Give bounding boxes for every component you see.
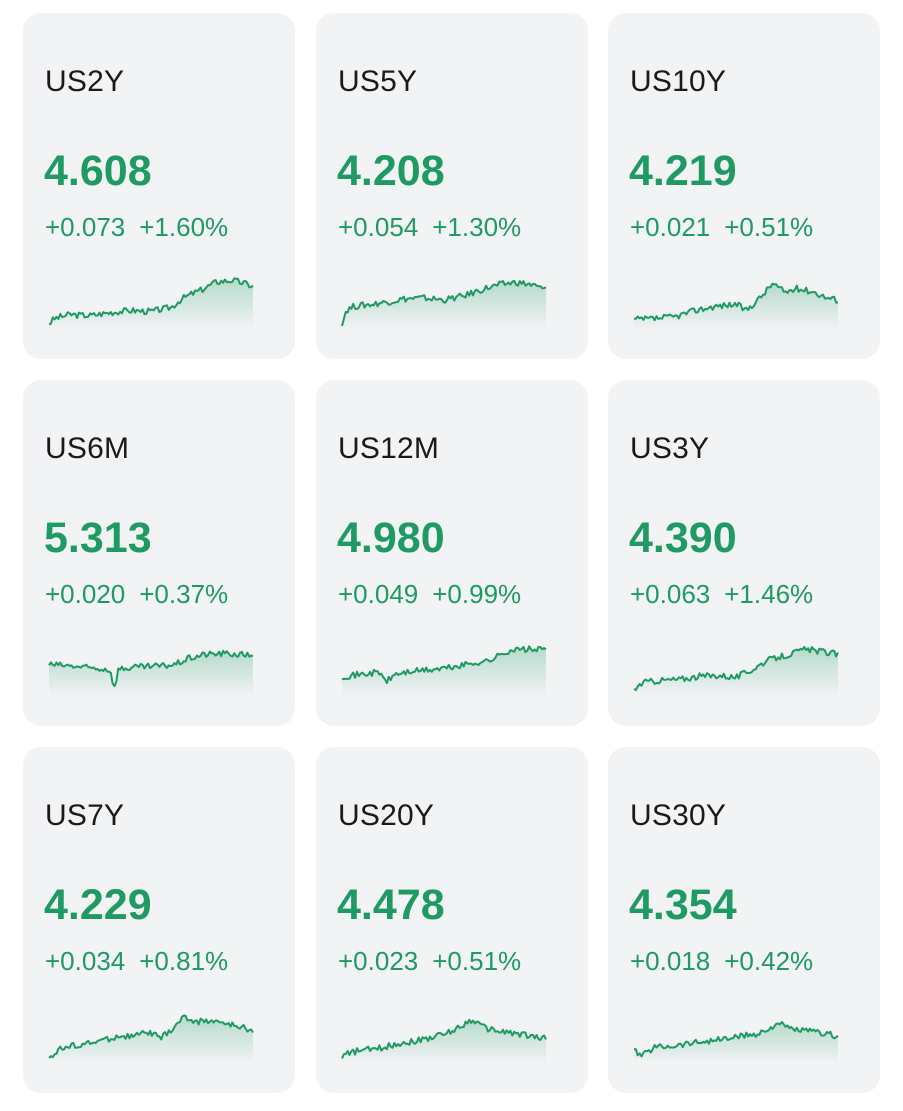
sparkline-area — [634, 1022, 838, 1064]
card-price: 4.390 — [629, 514, 737, 562]
sparkline-chart — [341, 645, 547, 697]
card-change: +0.073 — [45, 212, 126, 242]
yield-card-us30y[interactable]: US30Y 4.354 +0.018 +0.42% — [608, 747, 880, 1093]
yield-card-us5y[interactable]: US5Y 4.208 +0.054 +1.30% — [316, 13, 588, 359]
card-change: +0.021 — [630, 212, 711, 242]
sparkline-area — [49, 650, 253, 697]
card-symbol: US12M — [338, 432, 440, 465]
card-price: 4.478 — [337, 881, 445, 929]
yield-card-us20y[interactable]: US20Y 4.478 +0.023 +0.51% — [316, 747, 588, 1093]
sparkline-chart — [341, 279, 547, 330]
yield-card-us12m[interactable]: US12M 4.980 +0.049 +0.99% — [316, 380, 588, 726]
card-change: +0.034 — [45, 946, 126, 976]
sparkline-area — [49, 278, 253, 330]
card-change-percent: +0.42% — [724, 946, 814, 976]
sparkline-chart — [633, 645, 839, 697]
card-symbol: US10Y — [630, 65, 727, 98]
card-change-percent: +0.51% — [724, 212, 814, 242]
card-change: +0.063 — [630, 579, 711, 609]
sparkline-chart — [633, 282, 839, 330]
card-symbol: US20Y — [338, 799, 435, 832]
card-change-row: +0.073 +1.60% — [45, 212, 228, 243]
yield-card-us2y[interactable]: US2Y 4.608 +0.073 +1.60% — [23, 13, 295, 359]
card-price: 4.608 — [44, 147, 152, 195]
sparkline-area — [49, 1015, 253, 1064]
card-change-row: +0.049 +0.99% — [338, 579, 521, 610]
card-change-row: +0.023 +0.51% — [338, 946, 521, 977]
sparkline-area — [634, 646, 838, 697]
card-price: 4.208 — [337, 147, 445, 195]
sparkline-chart — [341, 1018, 547, 1064]
sparkline-line — [341, 1018, 547, 1059]
sparkline-chart — [48, 1014, 254, 1064]
sparkline-line — [48, 277, 254, 326]
card-symbol: US3Y — [630, 432, 710, 465]
card-change-row: +0.018 +0.42% — [630, 946, 813, 977]
card-change-row: +0.020 +0.37% — [45, 579, 228, 610]
card-change-percent: +0.99% — [432, 579, 522, 609]
card-symbol: US30Y — [630, 799, 727, 832]
card-change-percent: +0.81% — [139, 946, 229, 976]
card-symbol: US6M — [45, 432, 130, 465]
card-price: 4.229 — [44, 881, 152, 929]
yield-card-us3y[interactable]: US3Y 4.390 +0.063 +1.46% — [608, 380, 880, 726]
card-change-row: +0.021 +0.51% — [630, 212, 813, 243]
card-price: 4.354 — [629, 881, 737, 929]
card-change-percent: +0.37% — [139, 579, 229, 609]
sparkline-line — [341, 645, 547, 685]
sparkline-area — [634, 283, 838, 330]
card-change-percent: +1.60% — [139, 212, 229, 242]
card-change-percent: +0.51% — [432, 946, 522, 976]
card-change: +0.018 — [630, 946, 711, 976]
yield-card-us6m[interactable]: US6M 5.313 +0.020 +0.37% — [23, 380, 295, 726]
sparkline-line — [48, 649, 254, 688]
card-change: +0.054 — [338, 212, 419, 242]
card-price: 5.313 — [44, 514, 152, 562]
sparkline-line — [48, 1014, 254, 1059]
sparkline-line — [633, 645, 839, 691]
card-change-percent: +1.46% — [724, 579, 814, 609]
card-symbol: US7Y — [45, 799, 125, 832]
sparkline-chart — [633, 1021, 839, 1064]
yield-card-us10y[interactable]: US10Y 4.219 +0.021 +0.51% — [608, 13, 880, 359]
card-change-row: +0.063 +1.46% — [630, 579, 813, 610]
sparkline-line — [633, 282, 839, 322]
sparkline-chart — [48, 277, 254, 330]
card-symbol: US5Y — [338, 65, 418, 98]
card-price: 4.219 — [629, 147, 737, 195]
sparkline-chart — [48, 649, 254, 697]
sparkline-area — [342, 280, 546, 330]
card-change-row: +0.054 +1.30% — [338, 212, 521, 243]
yield-card-us7y[interactable]: US7Y 4.229 +0.034 +0.81% — [23, 747, 295, 1093]
card-change: +0.020 — [45, 579, 126, 609]
sparkline-area — [342, 1019, 546, 1064]
card-change: +0.049 — [338, 579, 419, 609]
card-change-row: +0.034 +0.81% — [45, 946, 228, 977]
card-symbol: US2Y — [45, 65, 125, 98]
card-change-percent: +1.30% — [432, 212, 522, 242]
card-change: +0.023 — [338, 946, 419, 976]
sparkline-line — [341, 279, 547, 327]
sparkline-line — [633, 1021, 839, 1058]
card-price: 4.980 — [337, 514, 445, 562]
